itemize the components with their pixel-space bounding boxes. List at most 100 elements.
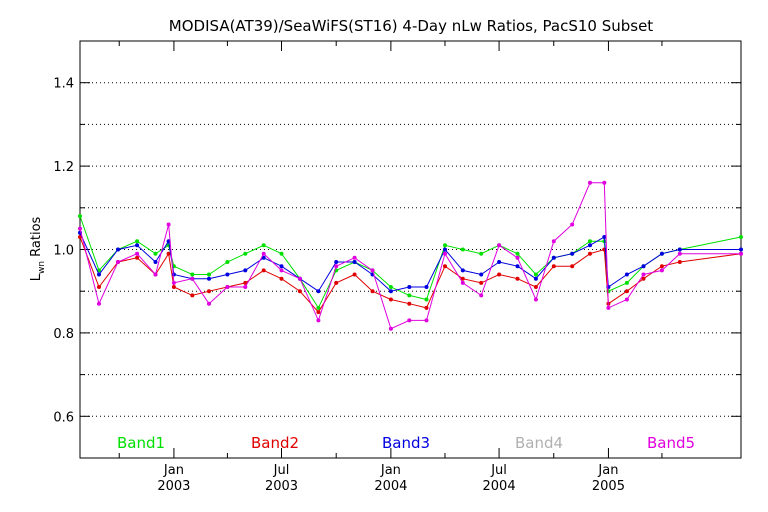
data-point	[497, 260, 502, 264]
y-tick-labels: 0.6 0.8 1.0 1.2 1.4	[53, 77, 74, 426]
data-point	[424, 318, 429, 323]
data-point	[443, 243, 447, 248]
y-axis-label-main: L	[29, 273, 44, 281]
series-band1	[78, 214, 743, 310]
data-point	[352, 255, 357, 260]
data-point	[190, 293, 195, 298]
data-point	[624, 272, 629, 277]
data-point	[316, 289, 321, 294]
data-point	[370, 268, 375, 273]
data-point	[225, 285, 230, 289]
data-point	[261, 243, 266, 248]
y-tick-label: 1.4	[53, 77, 74, 92]
data-point	[443, 247, 447, 252]
data-point	[588, 251, 592, 256]
data-point	[641, 264, 646, 269]
data-point	[388, 297, 393, 302]
y-tick-label: 0.8	[53, 327, 74, 342]
series-line-band3	[79, 232, 741, 292]
data-point	[739, 235, 743, 239]
data-point	[135, 251, 140, 256]
data-point	[624, 297, 629, 302]
data-point	[97, 301, 101, 306]
data-point	[460, 280, 465, 285]
data-point	[352, 272, 357, 277]
data-point	[588, 243, 592, 248]
y-axis-label: Lwn Ratios	[29, 216, 47, 281]
data-point	[135, 243, 140, 248]
data-point	[171, 285, 176, 289]
x-tick-year-label: 2003	[157, 479, 190, 494]
data-point	[551, 255, 556, 260]
data-point	[279, 276, 284, 281]
data-point	[207, 289, 211, 294]
data-point	[352, 260, 357, 264]
data-point	[207, 301, 211, 306]
legend-label-band5: Band5	[647, 434, 695, 452]
data-point	[570, 251, 575, 256]
data-point	[135, 239, 140, 244]
data-point	[479, 251, 484, 256]
x-tick-month-label: Jul	[273, 463, 290, 478]
data-point	[135, 255, 140, 260]
x-tick-month-label: Jan	[380, 463, 401, 478]
data-point	[334, 264, 339, 269]
x-tick-year-label: 2004	[374, 479, 407, 494]
y-axis-label-sub: wn	[37, 261, 47, 274]
data-point	[97, 272, 101, 277]
data-point	[443, 264, 447, 269]
data-point	[78, 214, 82, 219]
data-point	[407, 301, 412, 306]
x-tick-month-label: Jan	[163, 463, 184, 478]
data-point	[602, 235, 607, 239]
data-point	[551, 239, 556, 244]
data-point	[388, 326, 393, 331]
data-point	[279, 251, 284, 256]
data-point	[225, 272, 230, 277]
data-point	[551, 264, 556, 269]
data-point	[479, 293, 484, 298]
legend-label-band3: Band3	[382, 434, 430, 452]
data-point	[606, 285, 611, 289]
data-point	[261, 255, 266, 260]
data-point	[190, 276, 195, 281]
data-point	[388, 285, 393, 289]
data-point	[116, 247, 120, 252]
y-tick-label: 1.2	[53, 160, 74, 175]
data-point	[316, 305, 321, 310]
data-point	[588, 239, 592, 244]
data-point	[424, 297, 429, 302]
data-point	[316, 318, 321, 323]
data-point	[659, 264, 664, 269]
data-point	[279, 268, 284, 273]
data-point	[515, 251, 520, 256]
data-point	[334, 260, 339, 264]
data-point	[297, 289, 302, 294]
data-point	[443, 251, 447, 256]
data-point	[739, 247, 743, 252]
data-point	[641, 276, 646, 281]
series-band5	[78, 180, 743, 331]
legend-label-band2: Band2	[251, 434, 299, 452]
data-point	[659, 268, 664, 273]
data-point	[316, 310, 321, 315]
data-point	[261, 251, 266, 256]
data-point	[460, 247, 465, 252]
data-point	[171, 272, 176, 277]
data-point	[570, 222, 575, 227]
data-point	[602, 180, 607, 185]
data-point	[166, 251, 171, 256]
series-line-band5	[79, 182, 741, 330]
data-point	[460, 268, 465, 273]
data-point	[243, 251, 248, 256]
data-point	[243, 280, 248, 285]
series-layer	[78, 180, 743, 331]
data-point	[407, 318, 412, 323]
data-point	[407, 285, 412, 289]
x-tick-year-label: 2003	[265, 479, 298, 494]
ticks	[80, 41, 741, 458]
legend: Band1 Band2 Band3 Band4 Band5	[117, 434, 695, 452]
data-point	[460, 276, 465, 281]
data-point	[515, 276, 520, 281]
